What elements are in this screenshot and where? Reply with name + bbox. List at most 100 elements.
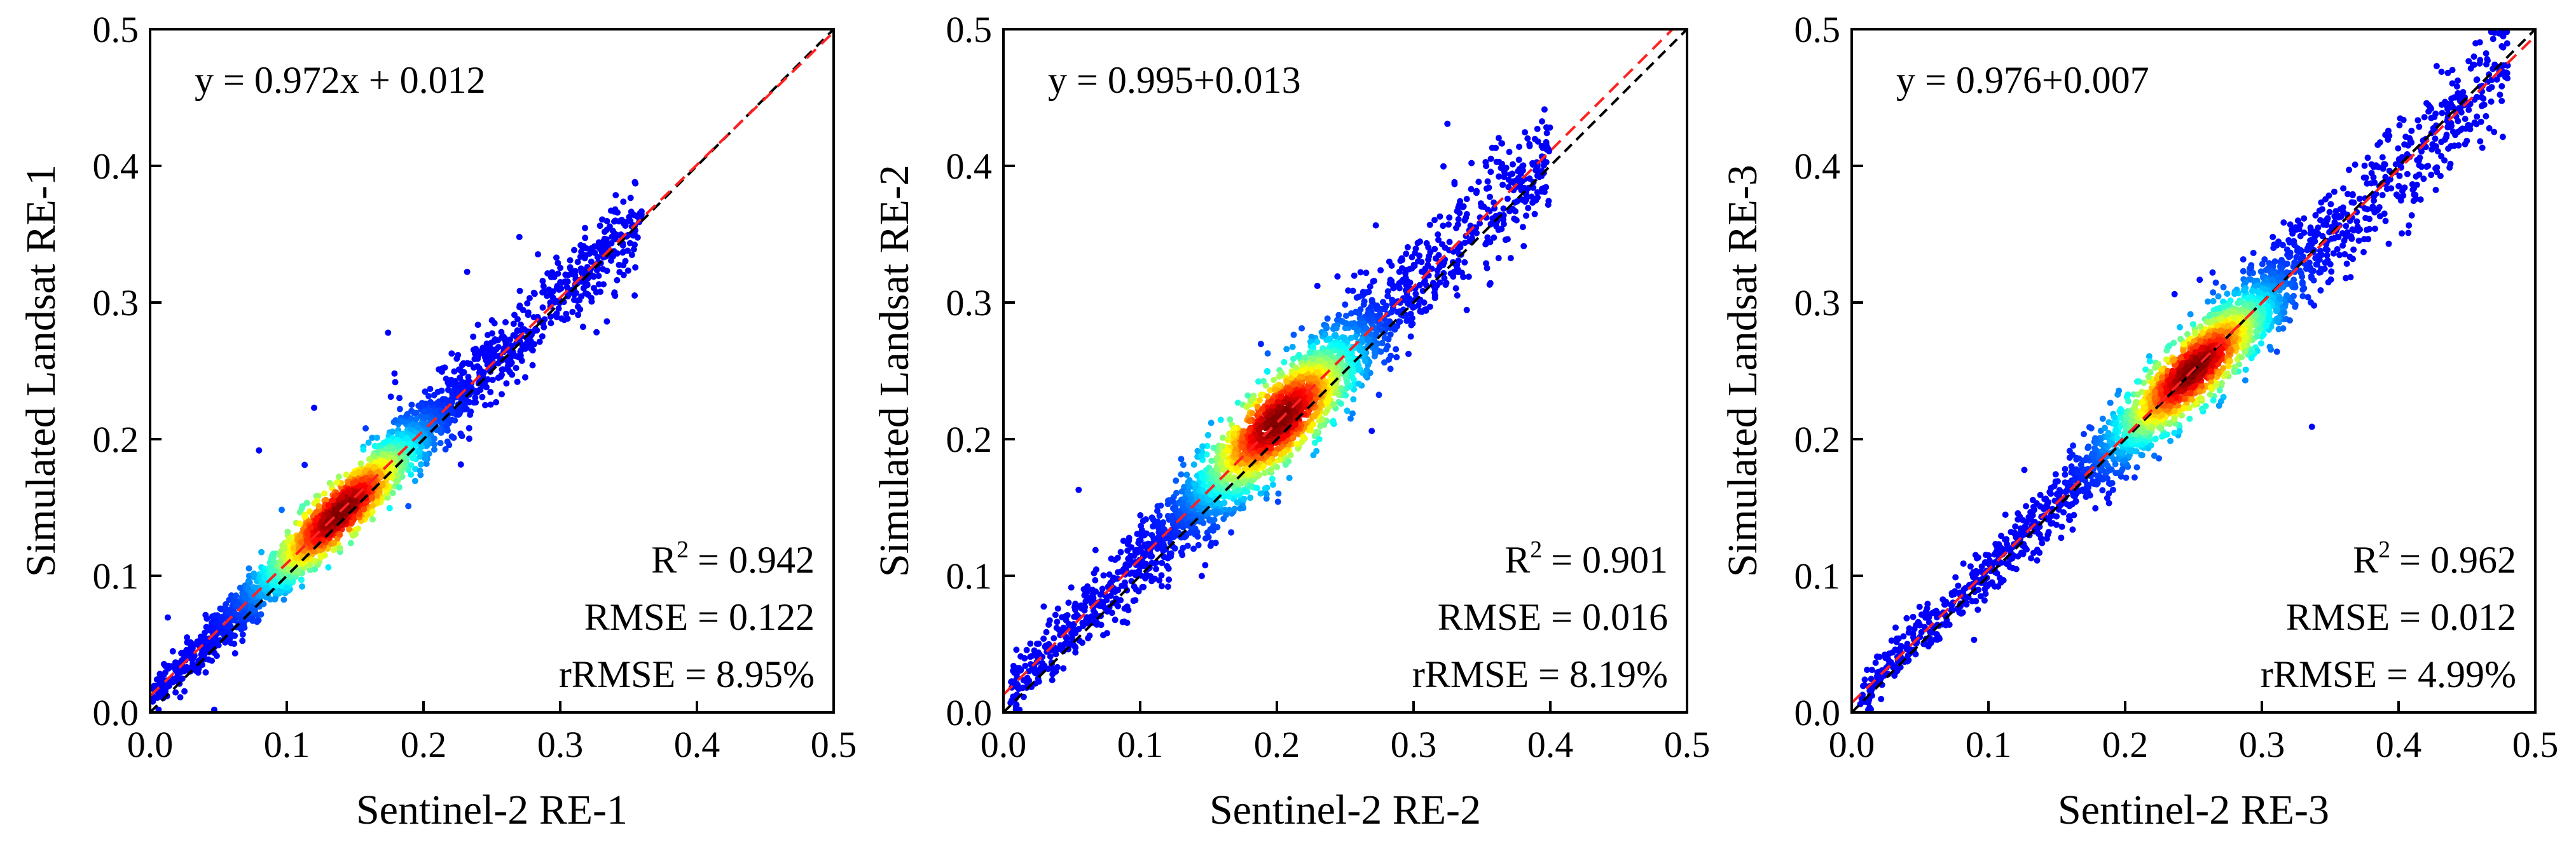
- density-point: [1426, 253, 1433, 260]
- density-point: [1487, 193, 1493, 200]
- density-point: [307, 561, 313, 568]
- density-point: [418, 402, 425, 409]
- density-point: [268, 568, 275, 575]
- density-point: [493, 398, 500, 405]
- density-point: [1314, 282, 1321, 289]
- density-point: [1332, 371, 1339, 378]
- density-point: [1255, 472, 1262, 479]
- density-point: [1274, 498, 1281, 505]
- density-point: [413, 416, 420, 423]
- density-point: [553, 313, 560, 320]
- density-point: [1313, 447, 1320, 454]
- density-point: [1540, 162, 1547, 169]
- density-point: [345, 489, 352, 496]
- density-point: [1310, 343, 1317, 350]
- density-point: [1317, 357, 1324, 364]
- panel-1-density-points: [149, 179, 645, 713]
- density-point: [283, 584, 290, 591]
- panel-1: 0.0 0.1 0.2 0.3 0.4 0.5 0.00.10.20.30.40.5 Se…: [18, 9, 857, 833]
- density-point: [564, 315, 571, 322]
- y-tick-label: 0.5: [93, 9, 139, 50]
- density-point: [575, 311, 582, 318]
- density-point: [371, 464, 378, 470]
- density-point: [1487, 155, 1494, 162]
- density-point: [448, 350, 455, 357]
- y-tick-label: 0.1: [93, 555, 139, 597]
- density-point: [1541, 106, 1548, 113]
- density-point: [479, 393, 486, 400]
- density-point: [239, 637, 246, 644]
- density-point: [258, 611, 265, 618]
- density-point: [1463, 214, 1470, 221]
- density-point: [1178, 456, 1185, 463]
- density-point: [448, 376, 455, 383]
- density-point: [1293, 440, 1300, 447]
- density-point: [488, 330, 495, 337]
- x-tick-label: 0.3: [537, 724, 584, 765]
- density-point: [1068, 584, 1075, 591]
- density-point: [343, 471, 350, 478]
- density-point: [516, 304, 523, 311]
- density-point: [1173, 477, 1180, 484]
- density-point: [387, 393, 394, 400]
- density-point: [1370, 278, 1377, 285]
- density-point: [320, 513, 327, 520]
- density-point: [231, 632, 238, 639]
- density-point: [513, 365, 520, 371]
- density-point: [1543, 130, 1550, 137]
- density-point: [1309, 355, 1316, 362]
- density-point: [434, 388, 441, 395]
- density-point: [1281, 358, 1288, 365]
- density-point: [620, 198, 627, 205]
- density-point: [472, 394, 479, 401]
- density-point: [455, 409, 462, 416]
- density-point: [487, 401, 494, 408]
- density-point: [209, 618, 216, 625]
- density-point: [574, 297, 581, 304]
- density-point: [290, 545, 297, 552]
- density-point: [487, 388, 494, 395]
- density-point: [1484, 178, 1491, 185]
- density-point: [1031, 647, 1038, 654]
- density-point: [301, 513, 308, 520]
- density-point: [431, 446, 437, 453]
- density-point: [1511, 215, 1518, 222]
- density-point: [346, 526, 352, 533]
- density-point: [1075, 486, 1082, 493]
- density-point: [237, 584, 244, 591]
- panel-1-r2: R2 = 0.942: [651, 536, 815, 581]
- density-point: [364, 511, 371, 518]
- density-point: [579, 323, 586, 330]
- density-point: [529, 362, 536, 369]
- density-point: [312, 557, 319, 564]
- density-point: [1137, 512, 1144, 519]
- density-point: [582, 252, 589, 259]
- density-point: [470, 333, 477, 340]
- density-point: [1205, 534, 1212, 541]
- density-point: [1404, 244, 1411, 250]
- density-point: [1128, 544, 1135, 551]
- density-point: [535, 251, 541, 258]
- density-point: [499, 391, 505, 398]
- density-point: [298, 576, 305, 583]
- density-point: [474, 322, 481, 329]
- density-point: [1257, 490, 1264, 497]
- density-point: [209, 657, 216, 664]
- density-point: [1521, 184, 1528, 191]
- density-point: [504, 363, 511, 370]
- density-point: [1349, 287, 1356, 294]
- density-point: [1060, 624, 1067, 631]
- density-point: [1463, 306, 1470, 313]
- density-point: [1515, 156, 1522, 163]
- density-point: [1152, 575, 1158, 582]
- density-point: [1092, 577, 1099, 583]
- density-point: [1445, 221, 1452, 228]
- density-point: [554, 259, 561, 266]
- density-point: [563, 310, 570, 317]
- density-point: [1153, 566, 1159, 573]
- density-point: [1117, 548, 1124, 555]
- density-point: [404, 411, 411, 418]
- y-tick-label: 0.0: [93, 692, 139, 733]
- density-point: [334, 479, 341, 486]
- density-point: [562, 271, 569, 278]
